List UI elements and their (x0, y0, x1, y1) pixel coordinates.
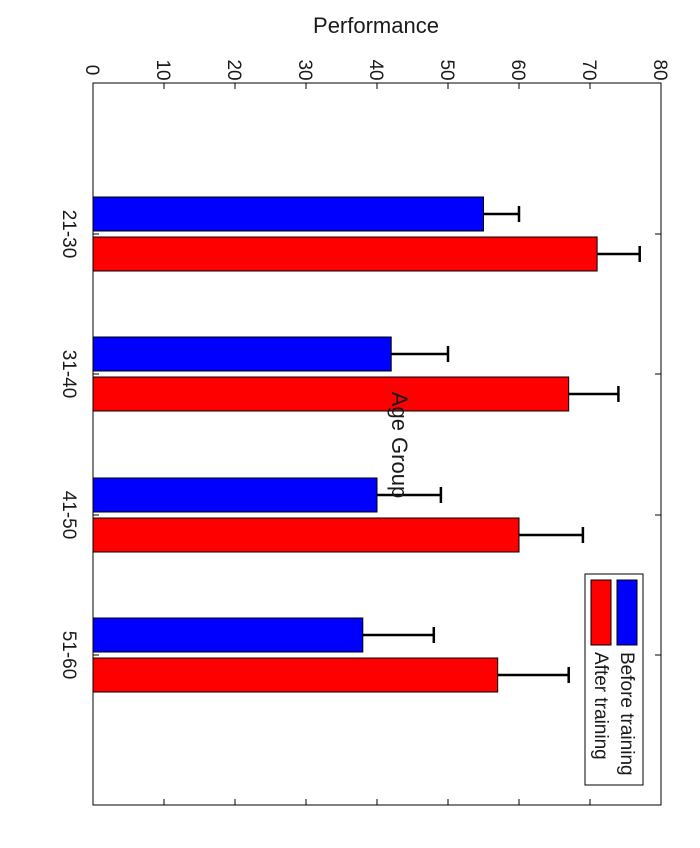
bar (92, 517, 520, 553)
legend-label-after: After training (590, 652, 611, 760)
value-tick-label: 40 (365, 59, 386, 80)
bar (92, 336, 392, 372)
legend-swatch-before (616, 579, 638, 646)
value-tick-label: 80 (649, 59, 670, 80)
category-tick-label: 51-60 (58, 631, 79, 680)
value-tick-label: 0 (81, 65, 102, 76)
value-tick-label: 30 (294, 59, 315, 80)
value-tick-label: 70 (578, 59, 599, 80)
y-axis-label: Performance (313, 13, 439, 38)
bar (92, 477, 378, 513)
plot-frame (92, 82, 662, 806)
bar (92, 376, 570, 412)
bar (92, 617, 364, 653)
x-axis-label: Age Group (387, 392, 412, 498)
bar (92, 236, 598, 272)
category-tick-label: 21-30 (58, 210, 79, 259)
legend: Before training After training (584, 573, 644, 786)
category-tick-label: 31-40 (58, 350, 79, 399)
bar (92, 196, 484, 232)
value-tick-label: 10 (152, 59, 173, 80)
value-tick-label: 50 (436, 59, 457, 80)
value-tick-label: 60 (507, 59, 528, 80)
legend-label-before: Before training (616, 652, 637, 776)
bar (92, 657, 499, 693)
category-tick-label: 41-50 (58, 491, 79, 540)
value-tick-label: 20 (223, 59, 244, 80)
plot-area: 0 10 20 30 40 50 60 70 80 21-30 31-40 41-50 51-60 (58, 59, 670, 806)
legend-swatch-after (590, 579, 612, 646)
